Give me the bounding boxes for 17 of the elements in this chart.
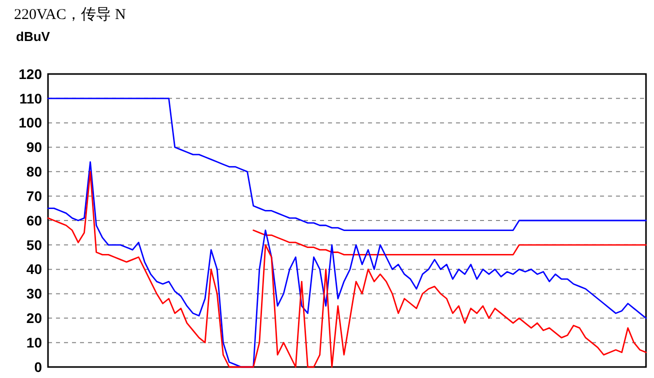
y-tick-label: 50 — [26, 236, 42, 253]
chart-title: 220VAC，传导 N — [14, 7, 126, 23]
y-tick-label: 70 — [26, 188, 42, 204]
y-tick-label: 0 — [34, 358, 42, 375]
line-series — [252, 230, 647, 256]
y-tick-label: 40 — [26, 261, 42, 278]
y-tick-label: 120 — [18, 66, 42, 82]
y-tick-label: 20 — [26, 310, 42, 326]
y-tick-label: 110 — [19, 90, 42, 106]
y-tick-label: 30 — [26, 286, 42, 302]
y-tick-label: 60 — [26, 212, 42, 228]
y-axis-title: dBuV — [16, 29, 50, 44]
y-tick-label: 100 — [18, 114, 42, 131]
y-tick-label: 80 — [26, 164, 42, 180]
y-tick-label: 90 — [26, 139, 42, 156]
y-tick-label: 10 — [26, 334, 42, 350]
line-series — [47, 98, 647, 231]
